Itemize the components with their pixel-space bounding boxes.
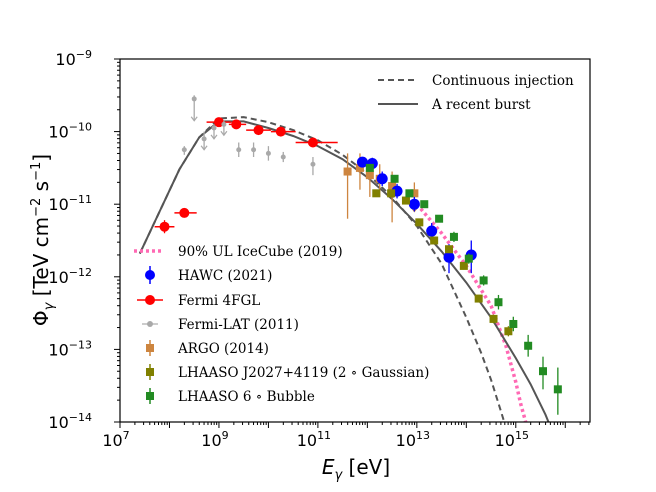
- data-point-circle: [251, 147, 257, 153]
- x-axis-title: Eγ [eV]: [322, 455, 390, 483]
- data-point-circle: [280, 154, 286, 160]
- data-point-circle: [265, 150, 271, 156]
- data-point-circle: [181, 147, 187, 153]
- y-tick-label: 10−9: [55, 48, 92, 69]
- upper-limit-arrow: [220, 130, 228, 137]
- legend-marker-square: [146, 368, 154, 376]
- data-series: [154, 95, 562, 415]
- legend-label: LHAASO J2027+4119 (2 ∘ Gaussian): [178, 365, 429, 381]
- x-tick-label: 1011: [297, 429, 331, 450]
- upper-limit-arrow: [200, 145, 208, 151]
- data-point-square: [401, 196, 410, 205]
- data-point-square: [390, 174, 399, 183]
- data-point-square: [539, 367, 547, 376]
- legend-label: Continuous injection: [432, 73, 574, 89]
- data-point-square: [489, 314, 498, 323]
- data-point-circle: [231, 119, 242, 130]
- data-point-circle: [426, 225, 438, 237]
- legend-bottom: 90% UL IceCube (2019) HAWC (2021) Fermi …: [134, 244, 429, 405]
- data-point-square: [459, 261, 468, 270]
- data-point-square: [430, 236, 439, 245]
- data-point-circle: [356, 156, 368, 168]
- legend-label: Fermi 4FGL: [178, 293, 260, 309]
- y-tick-label: 10−10: [48, 121, 92, 142]
- x-tick-label: 107: [102, 429, 129, 450]
- legend-marker-circle: [145, 270, 155, 280]
- data-point-square: [449, 232, 458, 241]
- data-point-square: [405, 189, 414, 198]
- x-axis-ticks: 107 109 1011 1013 1015: [102, 422, 590, 450]
- x-tick-label: 109: [201, 429, 228, 450]
- data-point-circle: [307, 137, 318, 148]
- legend-label: LHAASO 6 ∘ Bubble: [178, 389, 315, 405]
- upper-limit-arrow: [210, 134, 218, 140]
- legend-marker-square: [146, 392, 154, 400]
- data-point-circle: [179, 207, 190, 218]
- y-tick-label: 10−13: [48, 338, 92, 359]
- recent-burst-curve: [138, 120, 550, 422]
- data-point-square: [509, 319, 518, 328]
- data-point-circle: [275, 126, 286, 137]
- legend-label: Fermi-LAT (2011): [178, 317, 299, 333]
- data-point-square: [420, 200, 429, 209]
- data-point-square: [524, 341, 533, 350]
- data-point-square: [553, 385, 562, 394]
- legend-label: 90% UL IceCube (2019): [178, 244, 343, 260]
- data-point-square: [343, 167, 352, 176]
- data-point-circle: [376, 173, 388, 185]
- data-point-circle: [310, 161, 316, 167]
- x-tick-label: 1013: [396, 429, 430, 450]
- data-point-square: [372, 189, 381, 198]
- data-point-square: [365, 163, 374, 172]
- data-point-circle: [408, 198, 420, 210]
- icecube-ul-curve: [415, 203, 528, 422]
- data-point-circle: [443, 251, 455, 263]
- data-point-square: [504, 327, 513, 336]
- data-point-square: [435, 214, 444, 223]
- legend-label: HAWC (2021): [178, 268, 272, 284]
- data-point-circle: [236, 147, 242, 153]
- model-curves: [138, 116, 550, 422]
- data-point-circle: [201, 136, 207, 142]
- legend-marker-small-circle: [147, 321, 153, 327]
- data-point-circle: [159, 221, 170, 232]
- legend-marker-circle: [145, 295, 155, 305]
- x-tick-label: 1015: [495, 429, 529, 450]
- plot-area: [120, 59, 590, 422]
- data-point-square: [494, 298, 503, 307]
- data-point-square: [365, 171, 374, 180]
- data-point-square: [387, 189, 396, 198]
- data-point-square: [445, 245, 453, 254]
- y-tick-label: 10−12: [48, 266, 92, 287]
- plot-frame: [119, 58, 591, 423]
- upper-limit-arrow: [190, 116, 198, 122]
- data-point-circle: [221, 121, 227, 127]
- data-point-square: [474, 294, 483, 303]
- legend-top: Continuous injection A recent burst: [378, 73, 574, 113]
- data-point-square: [479, 276, 488, 285]
- y-tick-label: 10−14: [48, 411, 92, 432]
- legend-marker-square: [146, 344, 154, 352]
- data-point-square: [464, 254, 473, 263]
- legend-label: ARGO (2014): [177, 341, 269, 357]
- y-axis-title: Φγ [TeV cm−2 s−1]: [29, 154, 57, 326]
- data-point-circle: [191, 96, 197, 102]
- data-point-square: [415, 218, 424, 227]
- legend-label: A recent burst: [431, 97, 531, 113]
- data-point-square: [410, 189, 419, 198]
- data-point-square: [388, 182, 397, 191]
- data-point-circle: [211, 125, 217, 131]
- y-tick-label: 10−11: [48, 193, 92, 214]
- data-point-square: [355, 163, 364, 172]
- data-point-circle: [253, 125, 264, 136]
- y-axis-ticks: 10−14 10−13 10−12 10−11 10−10 10−9: [48, 48, 120, 432]
